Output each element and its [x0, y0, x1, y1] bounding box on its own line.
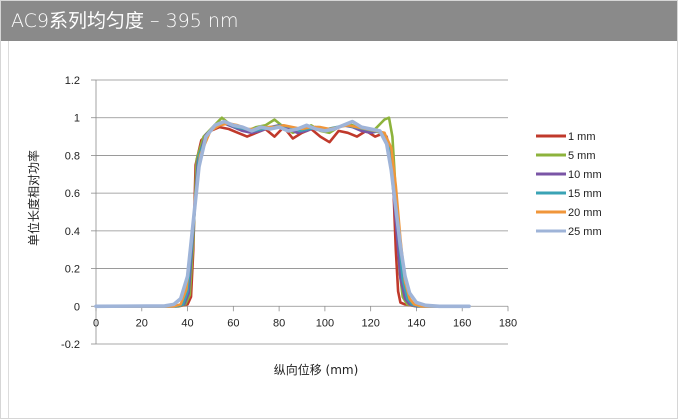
x-axis-title: 纵向位移 (mm) — [274, 362, 359, 377]
series-line-1-mm — [94, 125, 471, 308]
x-tick-label: 0 — [93, 317, 99, 329]
tick-labels: 1.2 1 0.8 0.6 0.4 0.2 0 -0.2 0 20 40 60 80 100 120 140 1… — [61, 75, 517, 351]
series-line-15-mm — [94, 122, 471, 308]
y-tick-label: 1 — [74, 113, 80, 125]
x-tick-label: 100 — [316, 317, 334, 329]
legend-label: 20 mm — [568, 207, 602, 219]
x-tick-label: 120 — [361, 317, 379, 329]
y-tick-label: 0.4 — [65, 226, 80, 238]
legend-label: 25 mm — [568, 226, 602, 238]
legend-label: 10 mm — [568, 169, 602, 181]
series-lines — [94, 116, 471, 309]
series-line-5-mm — [94, 116, 471, 308]
x-tick-label: 20 — [136, 317, 148, 329]
y-axis-title: 单位长度相对功率 — [26, 150, 41, 246]
y-tick-label: -0.2 — [61, 339, 80, 351]
series-line-25-mm — [94, 119, 471, 309]
panel-left-rule — [8, 41, 9, 418]
x-tick-label: 80 — [273, 317, 285, 329]
series-line-20-mm — [94, 122, 471, 308]
series-line-10-mm — [94, 122, 471, 308]
x-tick-label: 60 — [227, 317, 239, 329]
legend: 1 mm 5 mm 10 mm 15 mm 20 mm 25 mm — [536, 131, 602, 238]
legend-label: 1 mm — [568, 131, 596, 143]
y-tick-label: 1.2 — [65, 75, 80, 87]
legend-label: 5 mm — [568, 150, 596, 162]
x-tick-label: 160 — [453, 317, 471, 329]
y-tick-label: 0.2 — [65, 264, 80, 276]
y-tick-label: 0.6 — [65, 188, 80, 200]
panel-title: AC9系列均匀度 – 395 nm — [1, 1, 677, 41]
y-tick-label: 0.8 — [65, 150, 80, 162]
x-tick-label: 140 — [407, 317, 425, 329]
x-tick-label: 40 — [181, 317, 193, 329]
x-tick-label: 180 — [499, 317, 517, 329]
y-tick-label: 0 — [74, 301, 80, 313]
gridlines — [96, 79, 508, 345]
legend-label: 15 mm — [568, 188, 602, 200]
